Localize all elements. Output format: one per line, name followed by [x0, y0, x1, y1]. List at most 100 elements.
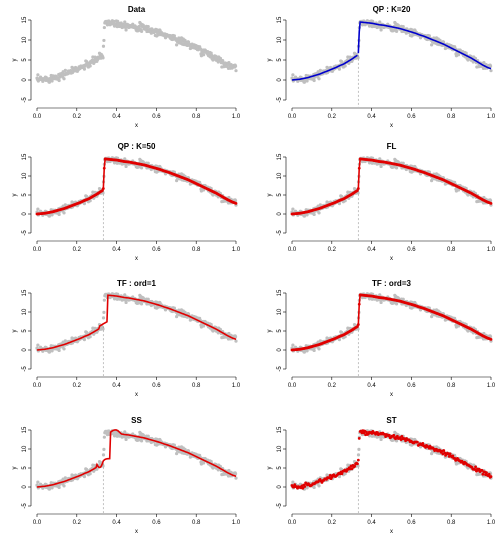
y-tick-label: 5 [22, 329, 28, 333]
x-tick-label: 0.6 [152, 247, 161, 253]
data-point [146, 24, 150, 29]
y-tick-label: 0 [22, 348, 28, 352]
x-tick-label: 0.8 [447, 247, 456, 253]
x-tick-label: 0.0 [33, 247, 42, 253]
fit-line [291, 21, 492, 81]
fit-point [487, 472, 491, 476]
data-point [101, 56, 105, 60]
data-point [88, 472, 92, 476]
data-point [488, 64, 493, 68]
fit-line [36, 294, 237, 351]
fit-line [36, 158, 237, 215]
fit-point [485, 471, 488, 475]
data-point [317, 211, 321, 215]
fit-point [392, 433, 396, 437]
data-point [63, 339, 67, 343]
panel-title: SS [131, 416, 142, 425]
data-point [430, 315, 434, 319]
panel-title: TF : ord=1 [117, 279, 156, 288]
data-point [36, 207, 40, 211]
x-tick-label: 0.8 [192, 247, 201, 253]
x-tick-label: 0.4 [112, 520, 121, 526]
data-point [482, 61, 486, 65]
data-point [175, 452, 179, 456]
x-tick-label: 1.0 [487, 114, 496, 120]
panel-title: FL [387, 142, 397, 151]
y-tick-label: 0 [22, 212, 28, 216]
y-tick-label: 10 [277, 308, 283, 315]
data-point [337, 338, 342, 342]
data-point [82, 338, 87, 342]
x-tick-label: 0.6 [152, 520, 161, 526]
x-tick-label: 0.0 [33, 520, 42, 526]
data-point [356, 56, 360, 60]
y-tick-label: 5 [277, 329, 283, 333]
fit-point [421, 442, 425, 445]
data-point [175, 179, 179, 183]
data-point [139, 439, 144, 443]
data-point [378, 20, 382, 24]
x-tick-label: 0.0 [288, 114, 297, 120]
y-tick-label: -5 [22, 366, 28, 372]
x-tick-label: 0.2 [328, 114, 337, 120]
x-axis-label: x [390, 392, 393, 398]
data-point [124, 28, 128, 32]
x-tick-label: 0.4 [112, 247, 121, 253]
y-tick-label: 0 [277, 348, 283, 352]
x-tick-label: 0.0 [33, 114, 42, 120]
y-tick-label: 15 [22, 426, 28, 433]
y-tick-label: 5 [277, 466, 283, 470]
y-tick-label: -5 [22, 230, 28, 236]
y-tick-label: 0 [277, 78, 283, 82]
data-point [312, 348, 316, 353]
data-point [124, 300, 128, 305]
data-point [379, 164, 383, 169]
fit-curve [36, 294, 237, 351]
fit-curve [290, 157, 493, 216]
y-tick-label: 5 [277, 193, 283, 197]
data-point [233, 335, 238, 339]
data-point [218, 56, 223, 61]
x-tick-label: 0.4 [367, 383, 376, 389]
data-point [62, 77, 66, 81]
data-point [101, 453, 106, 457]
data-point [139, 29, 144, 34]
y-tick-label: -5 [277, 97, 283, 103]
data-point [318, 203, 322, 207]
fit-point [340, 472, 344, 476]
x-tick-label: 0.6 [152, 383, 161, 389]
y-tick-label: 15 [22, 153, 28, 160]
data-point [233, 472, 238, 476]
y-axis-label: y [12, 330, 18, 333]
data-point [379, 300, 383, 305]
data-point [146, 434, 150, 438]
data-point [312, 78, 316, 83]
x-tick-label: 0.2 [328, 520, 337, 526]
x-tick-label: 0.2 [73, 114, 82, 120]
data-point [379, 28, 383, 32]
fit-point [415, 440, 419, 444]
data-point [357, 447, 361, 451]
data-point [63, 476, 67, 480]
y-tick-label: 15 [277, 289, 283, 296]
data-point [175, 43, 179, 47]
data-point [88, 335, 92, 339]
data-point [378, 293, 382, 297]
fit-point [353, 464, 357, 468]
data-point [62, 484, 66, 488]
x-tick-label: 0.6 [407, 383, 416, 389]
y-tick-label: 10 [277, 36, 283, 43]
x-tick-label: 0.8 [192, 114, 201, 120]
y-tick-label: -5 [22, 503, 28, 509]
data-point [234, 69, 238, 73]
data-point [291, 73, 295, 77]
x-tick-label: 0.4 [367, 114, 376, 120]
data-point [457, 324, 461, 328]
panel-title: QP : K=50 [118, 142, 156, 151]
